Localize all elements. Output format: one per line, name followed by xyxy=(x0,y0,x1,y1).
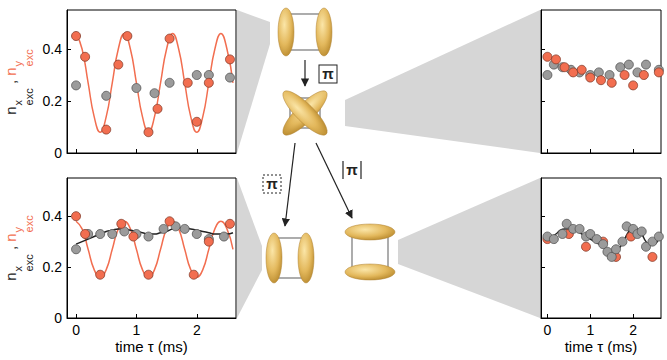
html-text:x: x xyxy=(12,99,24,105)
html-text:exc: exc xyxy=(23,48,35,66)
html-text:exc: exc xyxy=(23,215,35,233)
svg-text:0.2: 0.2 xyxy=(43,259,63,275)
svg-text:0: 0 xyxy=(544,322,552,338)
html-text:exc: exc xyxy=(23,254,35,272)
svg-text:0: 0 xyxy=(54,310,62,326)
svg-text:1: 1 xyxy=(133,322,141,338)
html-text:exc: exc xyxy=(23,87,35,105)
html-text:n: n xyxy=(2,66,19,76)
svg-text:π: π xyxy=(322,65,334,82)
svg-text:0.4: 0.4 xyxy=(43,208,63,224)
html-text:x: x xyxy=(12,265,24,272)
svg-text:2: 2 xyxy=(193,322,201,338)
html-text:y: y xyxy=(12,226,24,233)
html-text:n: n xyxy=(2,233,19,242)
html-text:n: n xyxy=(2,272,19,281)
svg-text:2: 2 xyxy=(629,322,637,338)
svg-text:0.4: 0.4 xyxy=(43,41,63,57)
svg-text:time τ (ms): time τ (ms) xyxy=(115,338,188,355)
svg-text:π: π xyxy=(266,175,278,192)
svg-text:π: π xyxy=(346,161,358,178)
svg-text:1: 1 xyxy=(586,322,594,338)
svg-text:0: 0 xyxy=(72,322,80,338)
svg-text:time τ (ms): time τ (ms) xyxy=(565,338,638,355)
html-text:n: n xyxy=(2,105,19,115)
svg-text:0.2: 0.2 xyxy=(43,93,63,109)
html-text:y: y xyxy=(12,60,24,66)
svg-text:0: 0 xyxy=(54,145,62,161)
